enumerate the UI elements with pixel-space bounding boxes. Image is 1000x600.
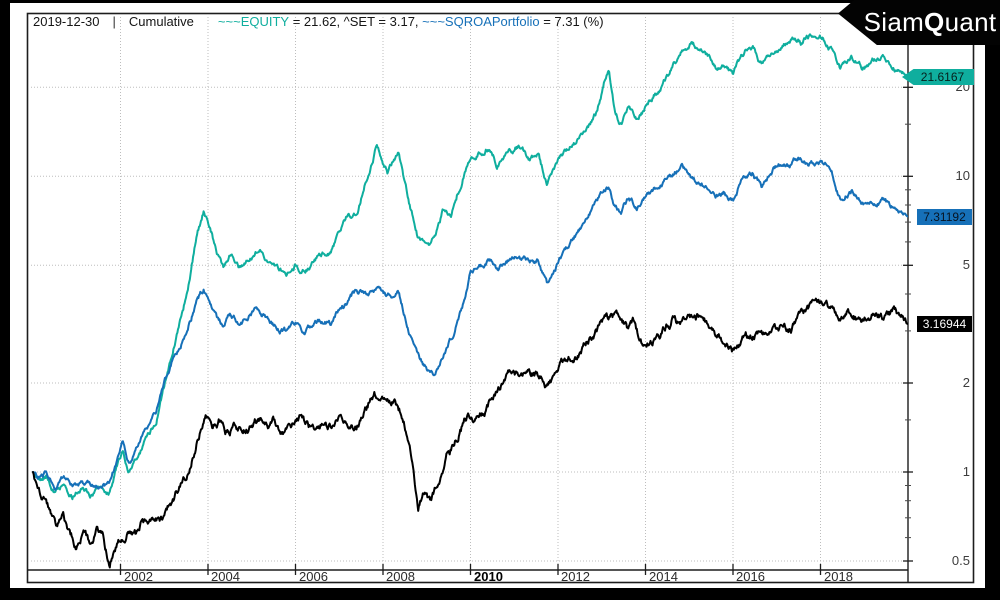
chart-header: 2019-12-30 | Cumulative ~~~EQUITY = 21.6… [33, 14, 604, 29]
header-mode-cumulative: Cumulative [128, 14, 194, 29]
x-axis-label-2006: 2006 [299, 569, 328, 584]
logo-text-q: Q [924, 7, 945, 37]
x-axis-label-2016: 2016 [736, 569, 765, 584]
x-axis-label-2008: 2008 [386, 569, 415, 584]
y-axis-label-1: 1 [962, 464, 970, 479]
y-axis-label-2: 2 [962, 375, 970, 390]
x-axis-label-2012: 2012 [561, 569, 590, 584]
y-axis-label-0.5: 0.5 [951, 553, 970, 568]
equity-line [32, 33, 908, 501]
x-axis-label-2002: 2002 [124, 569, 153, 584]
equity-price-tag: 21.6167 [902, 69, 974, 85]
y-axis-label-5: 5 [962, 257, 970, 272]
sqroa-line [32, 156, 908, 491]
x-axis-label-2018: 2018 [824, 569, 853, 584]
header-sqroa-series-label: ~~~SQROAPortfolio [422, 14, 540, 29]
header-separator: | [112, 14, 116, 29]
header-equity-series-label: ~~~EQUITY [217, 14, 290, 29]
sqroa-price-tag: 7.31192 [917, 209, 972, 225]
x-axis-label-2010: 2010 [474, 569, 503, 584]
header-date: 2019-12-30 [33, 14, 100, 29]
y-axis-label-10: 10 [955, 168, 970, 183]
header-tail-text: = 7.31 (%) [539, 14, 604, 29]
set-price-tag: 3.16944 [917, 316, 972, 332]
x-axis-label-2004: 2004 [211, 569, 240, 584]
chart-box [26, 12, 975, 584]
header-values-mid: = 21.62, ^SET = 3.17, [289, 14, 423, 29]
set-line [32, 297, 908, 569]
x-axis-label-2014: 2014 [649, 569, 678, 584]
logo-text-siam: Siam [863, 7, 925, 37]
logo-text-uant: uant [944, 7, 997, 37]
